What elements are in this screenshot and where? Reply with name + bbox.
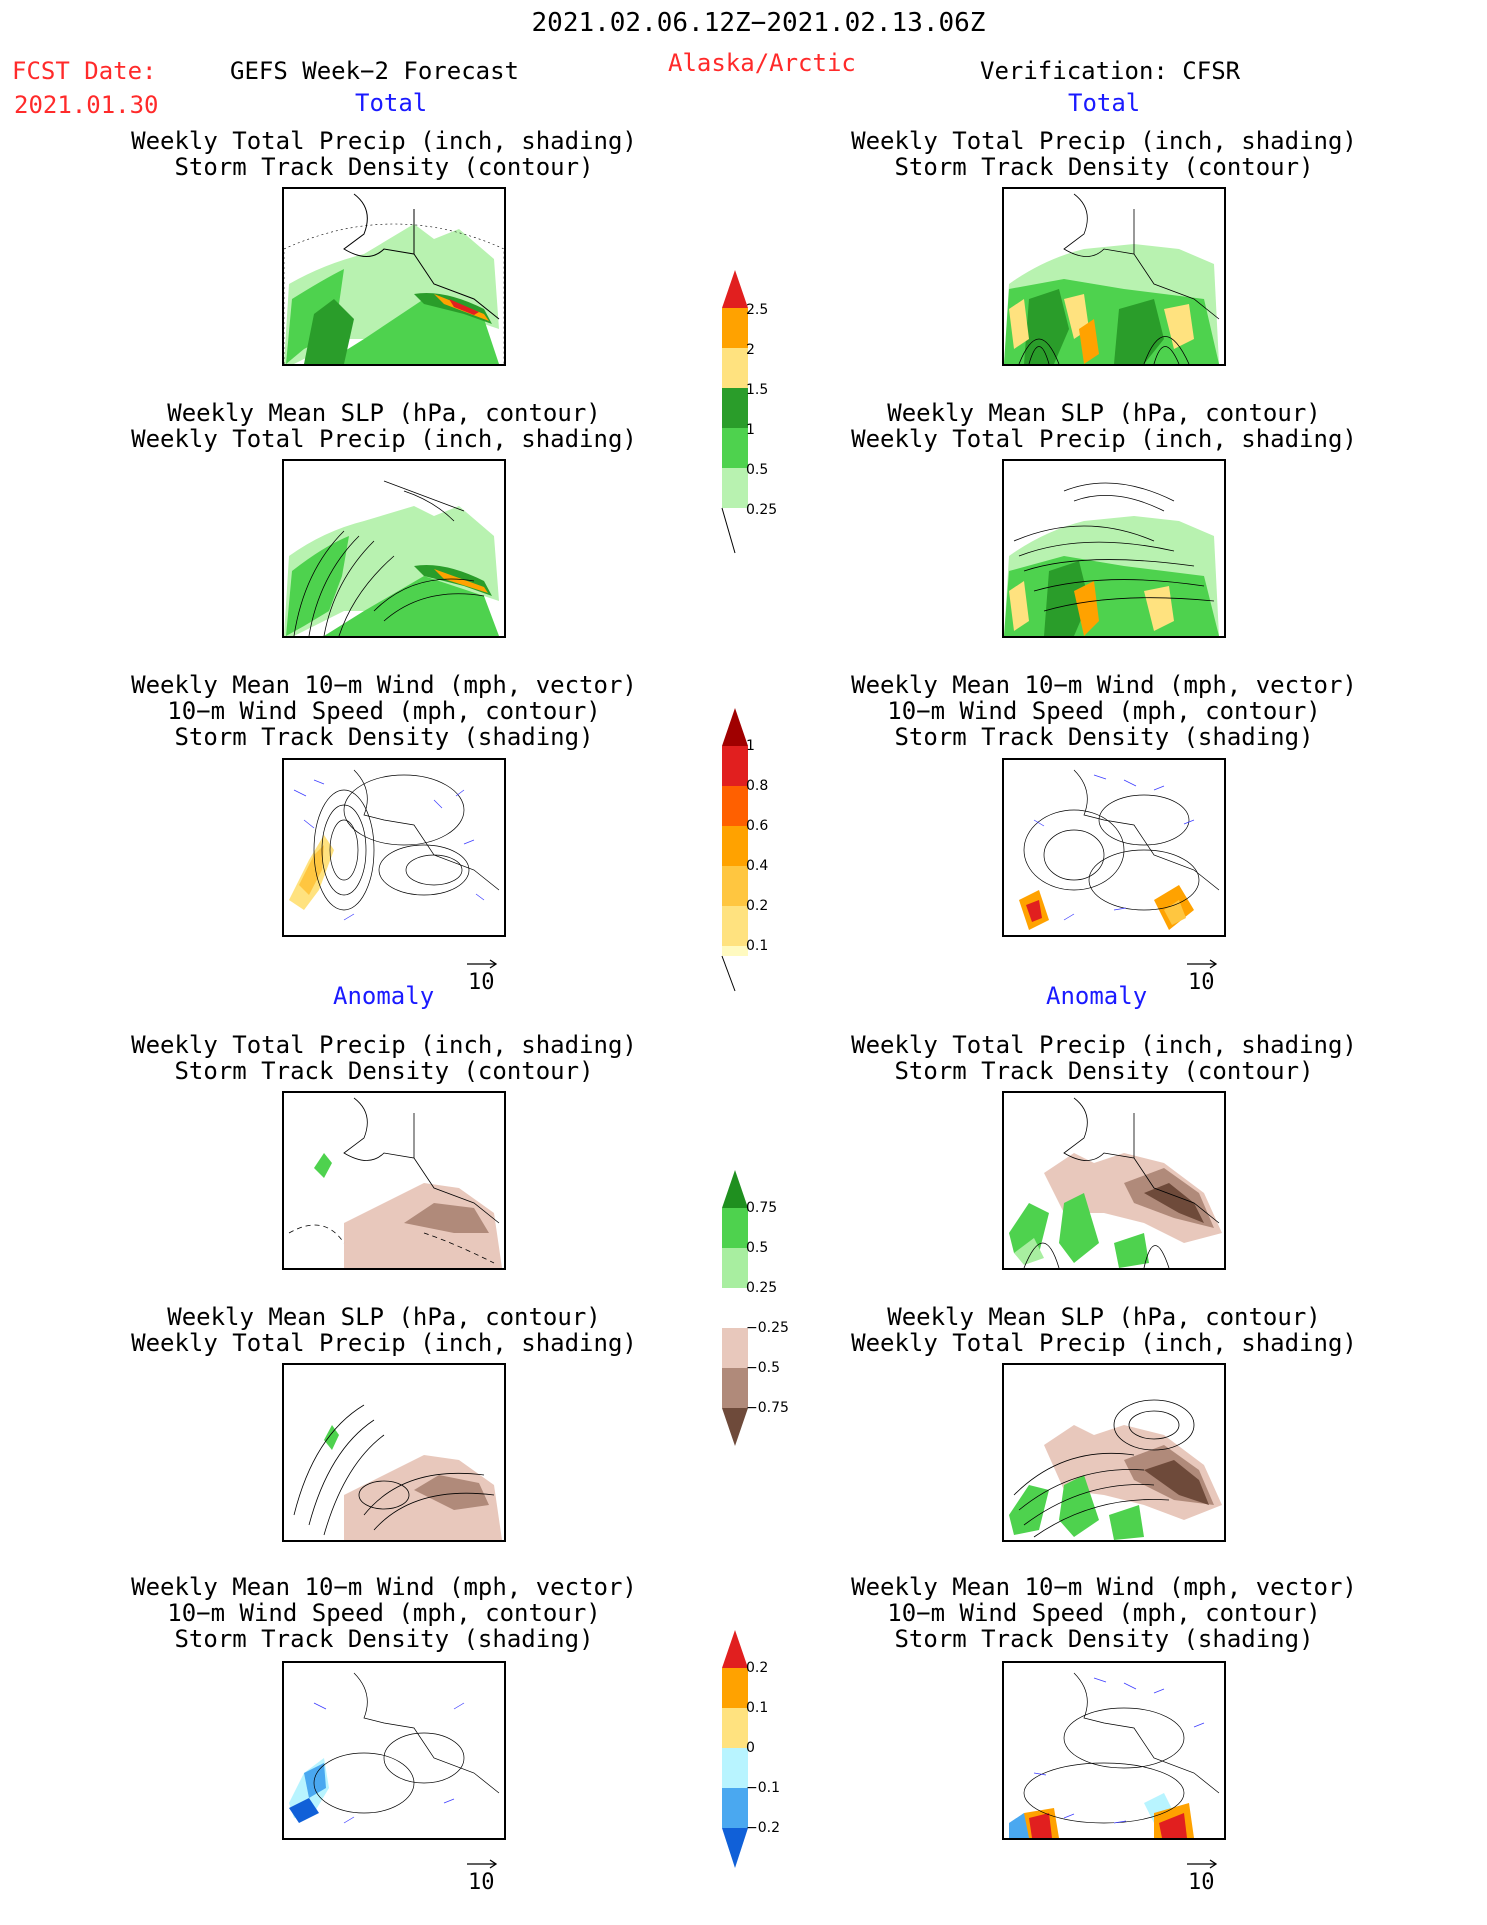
title-r4-line2: Storm Track Density (contour) (894, 1057, 1314, 1085)
cb-precip-anom-1: 0.5 (746, 1240, 769, 1256)
cb-precip-anom-0: 0.75 (746, 1200, 778, 1216)
verification-title: Verification: CFSR (980, 57, 1241, 85)
cb-track-total-0: 1 (746, 738, 755, 754)
map-verification-anomaly-wind-track (1002, 1661, 1226, 1840)
vector-reference-arrow-r3 (1187, 959, 1218, 969)
title-l1-line2: Storm Track Density (contour) (174, 153, 594, 181)
map-verification-anomaly-precip-track (1002, 1091, 1226, 1270)
map-forecast-total-wind-track (282, 758, 506, 937)
map-verification-total-wind-track (1002, 758, 1226, 937)
map-forecast-anomaly-slp-precip (282, 1363, 506, 1542)
vector-reference-arrow-l6 (467, 1859, 498, 1869)
title-r5-line1: Weekly Mean SLP (hPa, contour) (887, 1303, 1321, 1331)
cb-precip-total-2: 1.5 (746, 382, 769, 398)
colorbar-track-total (721, 708, 748, 992)
section-anomaly-left: Anomaly (333, 982, 435, 1010)
cb-precip-total-5: 0.25 (746, 502, 778, 518)
title-l6-line2: 10−m Wind Speed (mph, contour) (167, 1599, 601, 1627)
cb-track-anom-3: −0.1 (746, 1780, 780, 1796)
cb-precip-anom-5: −0.75 (746, 1400, 789, 1416)
cb-precip-anom-2: 0.25 (746, 1280, 778, 1296)
map-forecast-total-precip-track (282, 187, 506, 366)
cb-track-anom-4: −0.2 (746, 1820, 780, 1836)
title-r6-line2: 10−m Wind Speed (mph, contour) (887, 1599, 1321, 1627)
cb-track-total-4: 0.2 (746, 898, 769, 914)
model-title: GEFS Week−2 Forecast (230, 57, 519, 85)
fcst-date-label: FCST Date: (12, 57, 157, 85)
region-title: Alaska/Arctic (668, 49, 856, 77)
title-r3-line2: 10−m Wind Speed (mph, contour) (887, 697, 1321, 725)
title-l6-line3: Storm Track Density (shading) (174, 1625, 594, 1653)
title-l2-line1: Weekly Mean SLP (hPa, contour) (167, 399, 601, 427)
cb-precip-total-4: 0.5 (746, 462, 769, 478)
colorbar-precip-total (721, 270, 748, 554)
cb-track-total-3: 0.4 (746, 858, 769, 874)
vector-reference-label-l3: 10 (468, 970, 495, 995)
title-r3-line1: Weekly Mean 10−m Wind (mph, vector) (851, 671, 1357, 699)
date-range-title: 2021.02.06.12Z−2021.02.13.06Z (531, 8, 986, 38)
title-r5-line2: Weekly Total Precip (inch, shading) (851, 1329, 1357, 1357)
cb-track-anom-2: 0 (746, 1740, 755, 1756)
cb-track-anom-1: 0.1 (746, 1700, 769, 1716)
title-l1-line1: Weekly Total Precip (inch, shading) (131, 127, 637, 155)
map-verification-total-precip-track (1002, 187, 1226, 366)
title-l3-line1: Weekly Mean 10−m Wind (mph, vector) (131, 671, 637, 699)
cb-precip-anom-3: −0.25 (746, 1320, 789, 1336)
cb-precip-total-3: 1 (746, 422, 755, 438)
title-r1-line1: Weekly Total Precip (inch, shading) (851, 127, 1357, 155)
cb-track-total-5: 0.1 (746, 938, 769, 954)
colorbar-precip-anomaly (722, 1170, 748, 1446)
section-anomaly-right: Anomaly (1046, 982, 1148, 1010)
title-l5-line2: Weekly Total Precip (inch, shading) (131, 1329, 637, 1357)
title-l4-line1: Weekly Total Precip (inch, shading) (131, 1031, 637, 1059)
title-r2-line2: Weekly Total Precip (inch, shading) (851, 425, 1357, 453)
cb-precip-total-1: 2 (746, 342, 755, 358)
map-verification-total-slp-precip (1002, 459, 1226, 638)
section-total-left: Total (355, 89, 428, 117)
cb-track-total-2: 0.6 (746, 818, 769, 834)
fcst-date-value: 2021.01.30 (14, 91, 159, 119)
vector-reference-label-r3: 10 (1188, 970, 1215, 995)
map-forecast-total-slp-precip (282, 459, 506, 638)
title-r1-line2: Storm Track Density (contour) (894, 153, 1314, 181)
title-l3-line2: 10−m Wind Speed (mph, contour) (167, 697, 601, 725)
title-r3-line3: Storm Track Density (shading) (894, 723, 1314, 751)
title-r6-line3: Storm Track Density (shading) (894, 1625, 1314, 1653)
colorbar-track-anomaly (722, 1630, 748, 1868)
title-l6-line1: Weekly Mean 10−m Wind (mph, vector) (131, 1573, 637, 1601)
cb-track-anom-0: 0.2 (746, 1660, 769, 1676)
cb-precip-total-0: 2.5 (746, 302, 769, 318)
title-l3-line3: Storm Track Density (shading) (174, 723, 594, 751)
map-verification-anomaly-slp-precip (1002, 1363, 1226, 1542)
vector-reference-label-l6: 10 (468, 1870, 495, 1895)
map-forecast-anomaly-precip-track (282, 1091, 506, 1270)
title-l4-line2: Storm Track Density (contour) (174, 1057, 594, 1085)
title-r6-line1: Weekly Mean 10−m Wind (mph, vector) (851, 1573, 1357, 1601)
title-r4-line1: Weekly Total Precip (inch, shading) (851, 1031, 1357, 1059)
vector-reference-arrow-r6 (1187, 1859, 1218, 1869)
title-l2-line2: Weekly Total Precip (inch, shading) (131, 425, 637, 453)
vector-reference-arrow-l3 (467, 959, 498, 969)
title-l5-line1: Weekly Mean SLP (hPa, contour) (167, 1303, 601, 1331)
title-r2-line1: Weekly Mean SLP (hPa, contour) (887, 399, 1321, 427)
section-total-right: Total (1068, 89, 1141, 117)
cb-track-total-1: 0.8 (746, 778, 769, 794)
vector-reference-label-r6: 10 (1188, 1870, 1215, 1895)
map-forecast-anomaly-wind-track (282, 1661, 506, 1840)
cb-precip-anom-4: −0.5 (746, 1360, 780, 1376)
